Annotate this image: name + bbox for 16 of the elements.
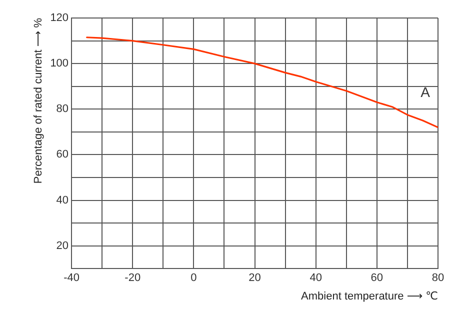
x-tick-label: 80 — [432, 272, 444, 284]
y-tick-label: 120 — [50, 12, 69, 24]
y-tick-label: 60 — [56, 148, 69, 161]
x-tick-label: 20 — [248, 272, 261, 284]
x-tick-label: -40 — [64, 272, 80, 284]
x-axis-title: Ambient temperature ⟶ ℃ — [301, 290, 438, 302]
y-tick-label: 40 — [56, 194, 69, 206]
y-axis-title: Percentage of rated current ⟶ % — [32, 18, 45, 184]
x-tick-label: -20 — [124, 272, 141, 284]
y-tick-label: 100 — [50, 58, 69, 70]
x-tick-label: 0 — [190, 272, 197, 284]
x-tick-label: 60 — [370, 272, 384, 284]
y-tick-label: 20 — [56, 240, 69, 252]
x-tick-label: 40 — [310, 272, 322, 284]
y-tick-label: 80 — [56, 103, 69, 116]
series-label: A — [420, 84, 431, 100]
